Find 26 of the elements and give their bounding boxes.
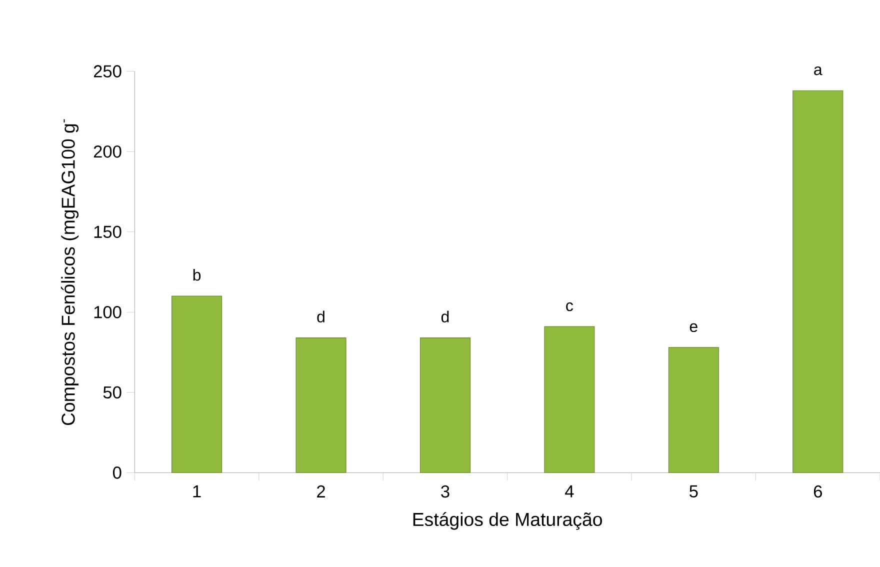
y-tick-label: 50 [103,386,122,399]
x-tick-label: 4 [565,486,574,498]
x-tick-label: 1 [193,486,201,498]
y-tick-label: 0 [112,466,122,479]
annotation: b [193,269,201,281]
y-tick-label: 100 [94,306,122,318]
y-tick-label: 200 [94,146,122,158]
x-tick-label: 5 [690,486,698,498]
x-tick-label: 6 [814,486,822,498]
annotation: a [814,66,822,76]
annotation: e [690,323,698,332]
y-tick-label: 250 [94,65,122,78]
annotation: c [566,302,574,312]
y-tick-label: 150 [94,226,122,238]
bar [792,90,844,474]
bar [296,338,346,474]
annotation: d [441,310,449,323]
bar [172,296,222,474]
bar [544,326,595,474]
bar [420,338,470,474]
y-axis-title: Compostos Fenólicos (mgEAG100 g$^{-}$ [60,119,79,426]
bar [668,347,719,474]
x-tick-label: 2 [317,486,325,498]
x-axis-title: Estágios de Maturação [413,512,602,530]
annotation: d [317,310,324,323]
x-tick-label: 3 [441,486,450,498]
